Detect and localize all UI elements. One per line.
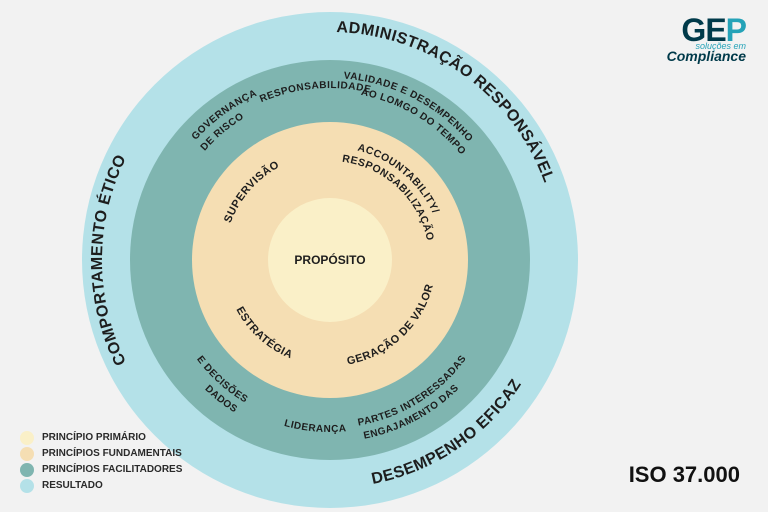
legend-item: PRINCÍPIO PRIMÁRIO — [20, 430, 182, 446]
legend-swatch — [20, 431, 34, 445]
legend-label: RESULTADO — [42, 478, 103, 494]
iso-label: ISO 37.000 — [629, 462, 740, 488]
legend-swatch — [20, 463, 34, 477]
legend: PRINCÍPIO PRIMÁRIOPRINCÍPIOS FUNDAMENTAI… — [20, 430, 182, 494]
core-label: PROPÓSITO — [294, 252, 365, 267]
logo: GEP soluções em Compliance — [667, 14, 746, 63]
legend-item: PRINCÍPIOS FUNDAMENTAIS — [20, 446, 182, 462]
legend-swatch — [20, 447, 34, 461]
logo-compliance: Compliance — [667, 49, 746, 63]
legend-label: PRINCÍPIOS FACILITADORES — [42, 462, 182, 478]
diagram-stage: PROPÓSITOACCOUNTABILITY/RESPONSABILIZAÇÃ… — [0, 0, 768, 512]
legend-label: PRINCÍPIO PRIMÁRIO — [42, 430, 146, 446]
legend-label: PRINCÍPIOS FUNDAMENTAIS — [42, 446, 182, 462]
legend-item: PRINCÍPIOS FACILITADORES — [20, 462, 182, 478]
legend-item: RESULTADO — [20, 478, 182, 494]
legend-swatch — [20, 479, 34, 493]
